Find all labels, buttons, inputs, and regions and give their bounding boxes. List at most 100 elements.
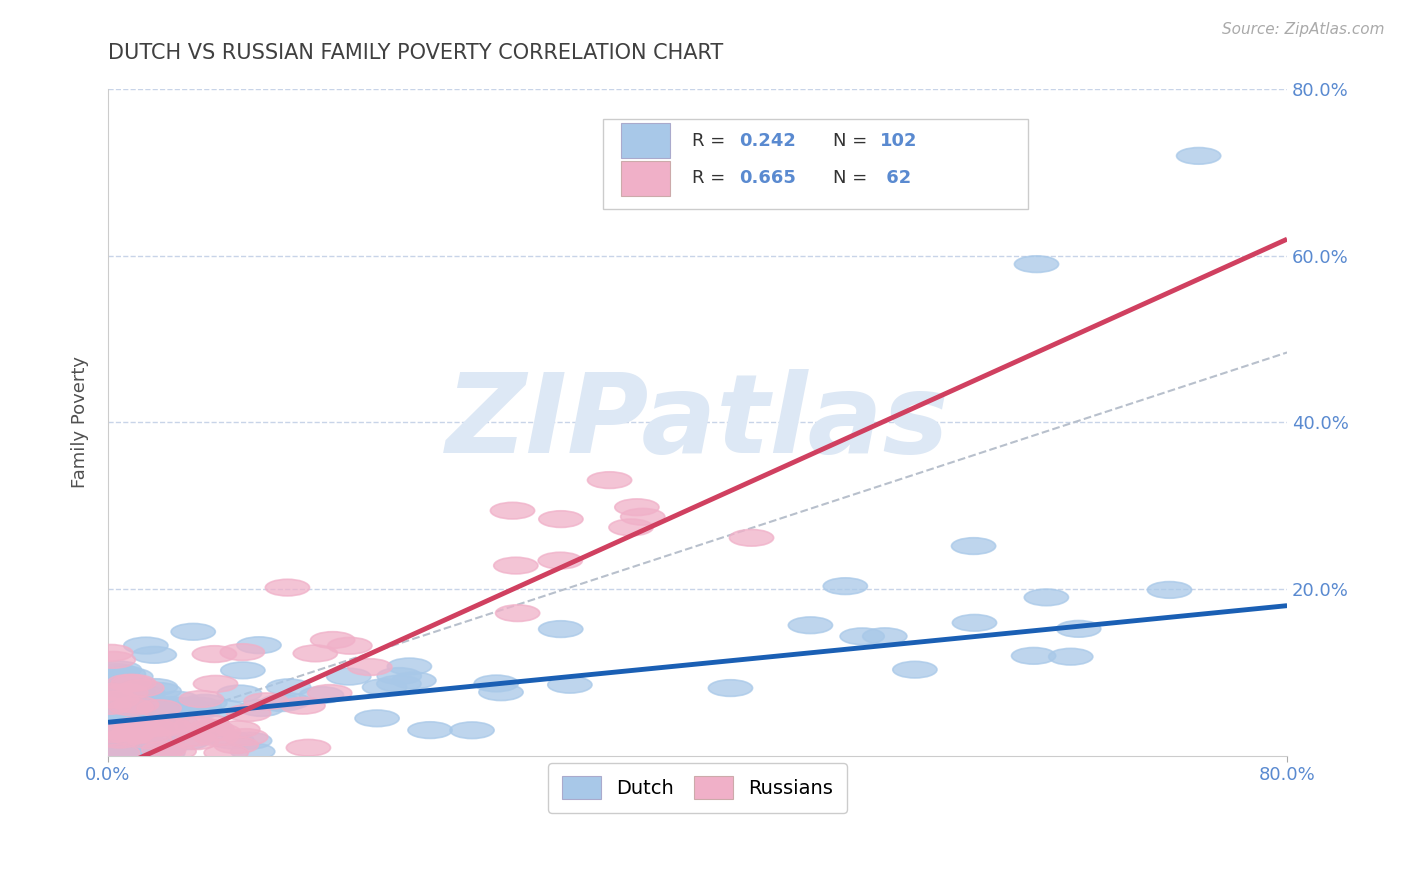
Ellipse shape <box>494 558 538 574</box>
Ellipse shape <box>266 579 309 596</box>
Text: N =: N = <box>834 131 873 150</box>
Ellipse shape <box>98 723 142 739</box>
Text: 62: 62 <box>880 169 911 186</box>
Ellipse shape <box>101 665 146 682</box>
Ellipse shape <box>180 690 224 707</box>
Ellipse shape <box>377 675 420 692</box>
Legend: Dutch, Russians: Dutch, Russians <box>548 763 846 813</box>
Ellipse shape <box>89 726 134 742</box>
Ellipse shape <box>824 578 868 594</box>
Ellipse shape <box>163 723 207 739</box>
Ellipse shape <box>1056 621 1101 637</box>
Ellipse shape <box>141 732 184 749</box>
Ellipse shape <box>294 645 337 662</box>
Ellipse shape <box>108 668 153 685</box>
Ellipse shape <box>202 700 246 717</box>
Ellipse shape <box>103 729 148 746</box>
Ellipse shape <box>103 741 146 758</box>
Ellipse shape <box>245 693 288 710</box>
Ellipse shape <box>177 698 221 714</box>
Ellipse shape <box>179 702 222 718</box>
Ellipse shape <box>134 745 177 762</box>
Ellipse shape <box>107 674 152 691</box>
Ellipse shape <box>231 743 274 760</box>
Ellipse shape <box>194 675 238 692</box>
Ellipse shape <box>308 685 352 701</box>
Ellipse shape <box>952 538 995 554</box>
Ellipse shape <box>328 638 373 654</box>
Ellipse shape <box>347 658 392 675</box>
Ellipse shape <box>218 685 262 702</box>
Ellipse shape <box>709 680 752 697</box>
Ellipse shape <box>146 717 190 733</box>
Ellipse shape <box>311 632 354 648</box>
Ellipse shape <box>620 508 665 525</box>
Ellipse shape <box>96 744 139 761</box>
Ellipse shape <box>387 658 432 674</box>
Text: R =: R = <box>692 169 731 186</box>
Ellipse shape <box>153 714 198 731</box>
Ellipse shape <box>1177 147 1220 164</box>
Ellipse shape <box>450 722 494 739</box>
Ellipse shape <box>104 704 148 720</box>
Ellipse shape <box>214 737 259 754</box>
Ellipse shape <box>267 679 311 696</box>
Text: R =: R = <box>692 131 731 150</box>
Ellipse shape <box>121 685 166 702</box>
Ellipse shape <box>221 662 264 679</box>
Ellipse shape <box>236 637 281 654</box>
Ellipse shape <box>87 688 132 704</box>
Ellipse shape <box>614 499 659 516</box>
Ellipse shape <box>183 695 226 711</box>
Ellipse shape <box>90 717 134 733</box>
Ellipse shape <box>145 709 190 726</box>
Ellipse shape <box>1014 256 1059 272</box>
Ellipse shape <box>110 698 153 715</box>
Ellipse shape <box>111 725 156 742</box>
Ellipse shape <box>149 697 194 714</box>
Ellipse shape <box>117 703 162 719</box>
Ellipse shape <box>91 704 135 720</box>
Ellipse shape <box>134 720 177 736</box>
Ellipse shape <box>166 733 209 749</box>
Text: 0.242: 0.242 <box>738 131 796 150</box>
Ellipse shape <box>260 695 304 712</box>
Text: 102: 102 <box>880 131 918 150</box>
Ellipse shape <box>132 647 176 663</box>
Ellipse shape <box>363 679 406 696</box>
Ellipse shape <box>281 698 325 714</box>
Ellipse shape <box>91 651 135 668</box>
Ellipse shape <box>172 624 215 640</box>
Ellipse shape <box>117 723 162 739</box>
Ellipse shape <box>377 668 422 684</box>
Ellipse shape <box>146 719 190 736</box>
Ellipse shape <box>491 502 534 519</box>
Ellipse shape <box>479 684 523 700</box>
Ellipse shape <box>94 664 139 681</box>
Ellipse shape <box>115 717 159 733</box>
Ellipse shape <box>105 692 149 709</box>
Ellipse shape <box>224 729 267 746</box>
Ellipse shape <box>188 720 233 737</box>
Ellipse shape <box>135 709 179 725</box>
Ellipse shape <box>152 743 197 760</box>
Ellipse shape <box>474 675 519 692</box>
Ellipse shape <box>266 693 311 709</box>
FancyBboxPatch shape <box>603 120 1028 210</box>
Ellipse shape <box>89 739 132 756</box>
Ellipse shape <box>89 708 132 724</box>
Ellipse shape <box>104 735 148 752</box>
Ellipse shape <box>538 552 582 569</box>
Text: Source: ZipAtlas.com: Source: ZipAtlas.com <box>1222 22 1385 37</box>
Ellipse shape <box>839 628 884 645</box>
Ellipse shape <box>89 645 132 661</box>
Ellipse shape <box>115 701 159 718</box>
Ellipse shape <box>89 740 134 757</box>
Ellipse shape <box>408 722 453 739</box>
Ellipse shape <box>1147 582 1192 599</box>
Ellipse shape <box>114 722 157 739</box>
Ellipse shape <box>228 732 271 749</box>
Ellipse shape <box>193 646 236 663</box>
Ellipse shape <box>97 731 141 748</box>
Ellipse shape <box>174 733 218 749</box>
